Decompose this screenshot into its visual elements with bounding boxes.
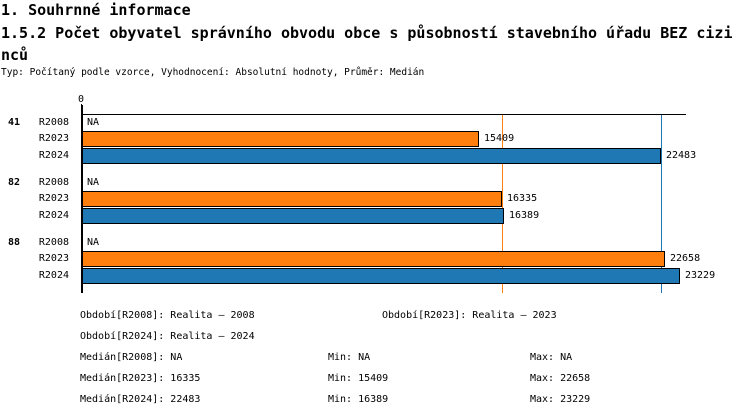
- bar-value-label: 22658: [670, 253, 701, 264]
- group-label: 41: [8, 117, 21, 128]
- bar-r2024: [82, 268, 680, 284]
- series-row-label: R2024: [38, 150, 69, 161]
- bar-value-label: 23229: [685, 270, 716, 281]
- legend-obdobi-r2023: Období[R2023]: Realita – 2023: [382, 310, 557, 321]
- legend-median-r2023: Medián[R2023]: 16335: [80, 373, 201, 384]
- bar-r2023: [82, 191, 502, 207]
- bar-r2023: [82, 131, 479, 147]
- median-line-r2023: [502, 115, 503, 293]
- bar-r2024: [82, 208, 504, 224]
- series-row-label: R2024: [38, 270, 69, 281]
- legend-min-r2008: Min: NA: [328, 352, 371, 363]
- legend-median-r2024: Medián[R2024]: 22483: [80, 394, 201, 405]
- legend-max-r2008: Max: NA: [530, 352, 573, 363]
- median-line-r2024: [661, 115, 662, 293]
- legend-max-r2024: Max: 23229: [530, 394, 591, 405]
- bar-r2023: [82, 251, 665, 267]
- series-row-label: R2023: [38, 193, 69, 204]
- bar-value-label: 15409: [484, 133, 515, 144]
- axis-tick-label-zero: 0: [77, 94, 85, 105]
- bar-value-label: 16335: [507, 193, 538, 204]
- legend-min-r2023: Min: 15409: [328, 373, 389, 384]
- axis-top-line: [81, 114, 686, 115]
- report-section-title: 1. Souhrnné informace: [1, 1, 191, 19]
- group-label: 88: [8, 237, 21, 248]
- series-row-label: R2008: [38, 237, 69, 248]
- legend-max-r2023: Max: 22658: [530, 373, 591, 384]
- group-label: 82: [8, 177, 21, 188]
- series-row-label: R2023: [38, 253, 69, 264]
- bar-na-label: NA: [87, 177, 100, 188]
- bar-na-label: NA: [87, 237, 100, 248]
- series-row-label: R2008: [38, 177, 69, 188]
- series-row-label: R2023: [38, 133, 69, 144]
- bar-na-label: NA: [87, 117, 100, 128]
- series-row-label: R2008: [38, 117, 69, 128]
- legend-min-r2024: Min: 16389: [328, 394, 389, 405]
- legend-obdobi-r2024: Období[R2024]: Realita – 2024: [80, 331, 255, 342]
- bar-value-label: 22483: [666, 150, 697, 161]
- chart-title: 1.5.2 Počet obyvatel správního obvodu ob…: [1, 24, 733, 64]
- bar-r2024: [82, 148, 661, 164]
- chart-meta-line: Typ: Počítaný podle vzorce, Vyhodnocení:…: [1, 67, 425, 78]
- legend-median-r2008: Medián[R2008]: NA: [80, 352, 183, 363]
- bar-value-label: 16389: [509, 210, 540, 221]
- legend-obdobi-r2008: Období[R2008]: Realita – 2008: [80, 310, 255, 321]
- series-row-label: R2024: [38, 210, 69, 221]
